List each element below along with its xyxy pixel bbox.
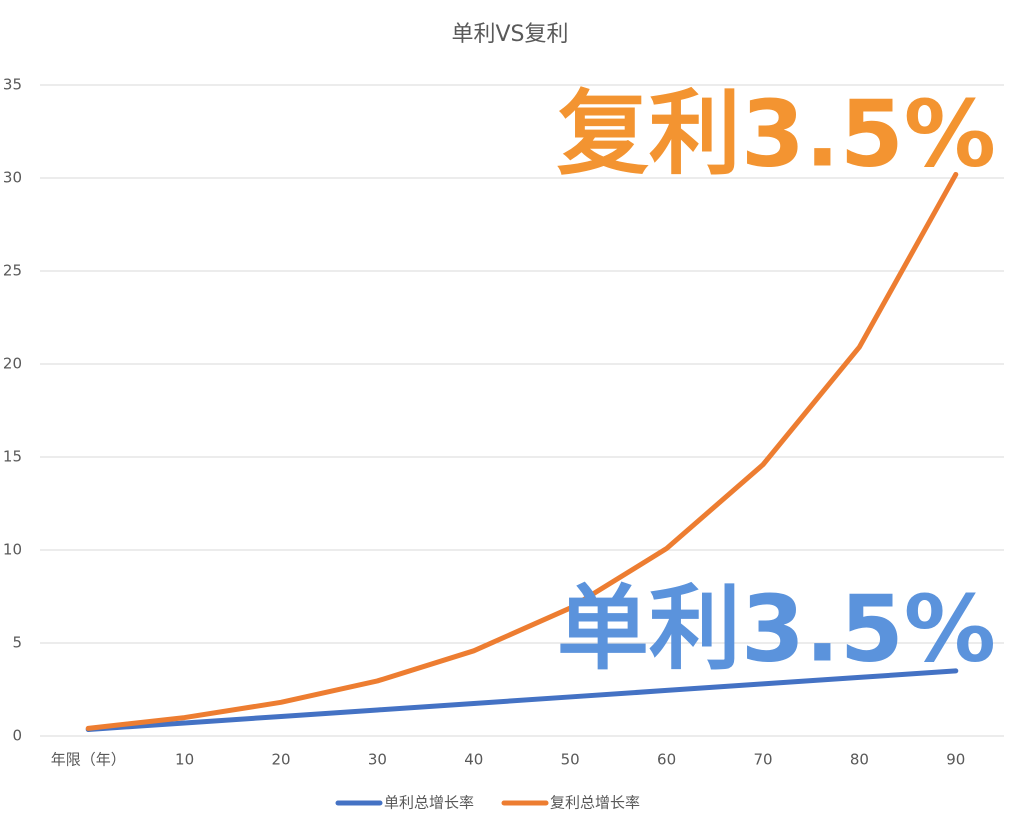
y-tick-label: 10 [3,541,22,559]
x-tick-label: 20 [271,751,290,769]
chart-title: 单利VS复利 [451,22,568,47]
y-tick-label: 0 [12,727,22,745]
line-series [85,668,959,732]
x-tick-label: 60 [657,751,676,769]
line-series [85,171,959,731]
y-tick-label: 15 [3,448,22,466]
y-tick-label: 30 [3,169,22,187]
y-tick-label: 20 [3,355,22,373]
legend-label: 单利总增长率 [384,794,474,812]
x-tick-label: 10 [175,751,194,769]
y-tick-label: 5 [12,634,22,652]
x-tick-label: 40 [464,751,483,769]
x-tick-label: 30 [368,751,387,769]
y-tick-label: 25 [3,262,22,280]
legend-label: 复利总增长率 [550,794,640,812]
annotation: 复利3.5% [557,80,996,187]
annotation: 单利3.5% [557,575,996,682]
x-tick-label: 80 [850,751,869,769]
x-tick-label: 年限（年） [51,751,126,769]
x-tick-label: 90 [946,751,965,769]
x-tick-label: 50 [561,751,580,769]
x-tick-label: 70 [753,751,772,769]
y-tick-label: 35 [3,76,22,94]
